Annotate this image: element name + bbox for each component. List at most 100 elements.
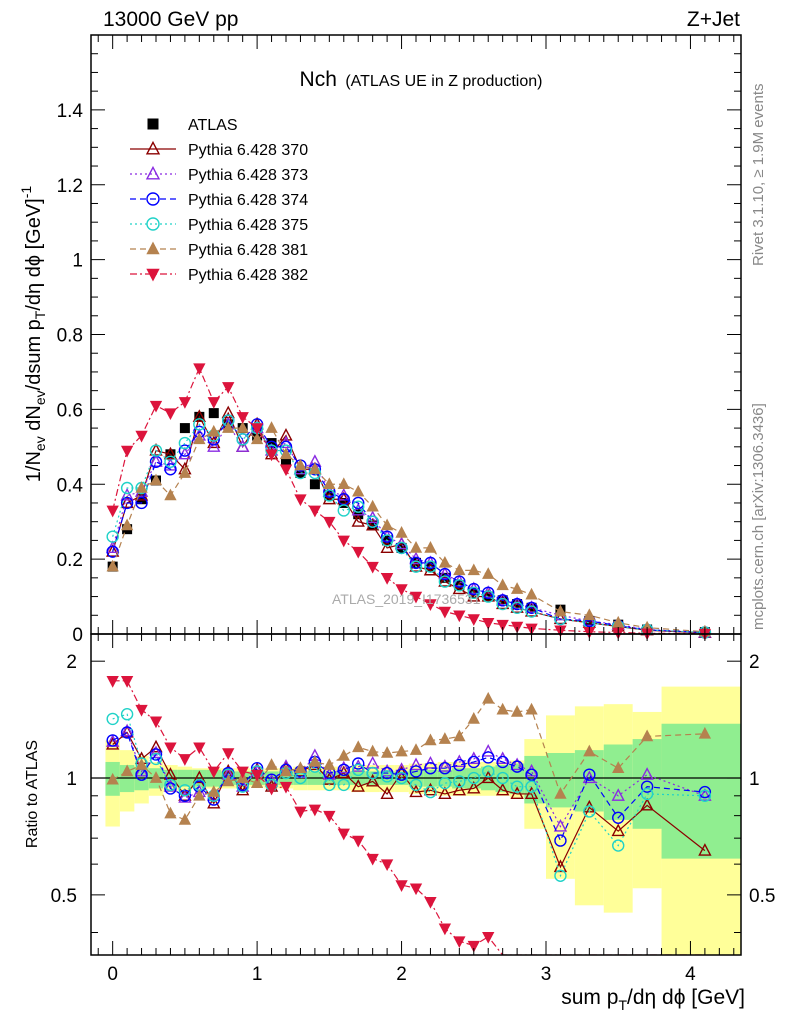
ratio-point xyxy=(698,726,712,739)
y-tick-label: 2 xyxy=(66,652,77,673)
main-point xyxy=(178,466,192,478)
ratio-point xyxy=(149,771,163,783)
ratio-point xyxy=(366,744,379,757)
main-point xyxy=(496,594,509,607)
ratio-point xyxy=(366,766,379,780)
main-point xyxy=(380,534,394,547)
ratio-series-line xyxy=(112,680,705,955)
main-point xyxy=(438,566,452,580)
main-point xyxy=(380,540,394,553)
ratio-point xyxy=(554,834,567,847)
ratio-point xyxy=(149,752,163,766)
ratio-point xyxy=(135,758,148,770)
legend-label: Pythia 6.428 374 xyxy=(188,192,308,209)
main-point xyxy=(424,599,437,611)
main-y-axis-label: 1/Nev dNev/dsum pT/dη dϕ [GeV]-1 xyxy=(18,186,48,483)
main-point xyxy=(120,481,134,495)
main-point xyxy=(366,561,379,574)
ratio-point xyxy=(120,708,134,721)
ratio-point xyxy=(366,853,379,866)
main-point xyxy=(554,604,567,617)
ratio-point xyxy=(554,869,567,882)
main-point xyxy=(222,382,235,394)
ratio-series-5 xyxy=(106,676,705,955)
main-point xyxy=(351,514,365,527)
main-point xyxy=(453,579,466,592)
ratio-point xyxy=(395,880,408,892)
x-tick-label: 1 xyxy=(252,964,263,985)
ratio-point xyxy=(510,760,524,773)
main-point xyxy=(438,555,452,568)
ratio-point xyxy=(164,742,177,755)
main-point xyxy=(452,581,466,595)
ratio-point xyxy=(409,784,423,798)
ratio-point xyxy=(106,772,119,785)
ratio-point xyxy=(380,859,394,872)
ratio-point xyxy=(265,758,278,770)
main-point xyxy=(265,449,278,462)
main-point xyxy=(409,591,423,604)
main-panel: 0 0.2 0.4 0.6 0.8 1 1.2 1.4 Nch (ATLAS UE in Z … xyxy=(18,34,742,646)
main-point xyxy=(294,494,307,507)
ratio-point xyxy=(640,729,654,742)
y-tick-label: 0.4 xyxy=(57,475,84,496)
main-point xyxy=(496,619,509,632)
ratio-point xyxy=(467,751,481,765)
ratio-point xyxy=(222,748,235,760)
main-point xyxy=(120,495,134,509)
main-point xyxy=(236,433,249,446)
y-tick-label: 1.2 xyxy=(57,176,83,197)
main-point xyxy=(525,587,538,600)
main-point xyxy=(453,563,466,576)
main-point xyxy=(323,477,336,490)
main-point xyxy=(482,590,495,603)
ratio-point xyxy=(394,762,409,775)
ratio-point xyxy=(525,768,538,781)
main-point xyxy=(395,584,408,596)
main-point xyxy=(178,397,192,409)
main-point xyxy=(149,444,163,457)
y-tick-label: 1 xyxy=(72,251,83,272)
main-point xyxy=(482,567,495,579)
ratio-point xyxy=(409,757,423,771)
ratio-point xyxy=(207,766,220,779)
uncertainty-bands xyxy=(105,686,741,955)
legend: ATLAS Pythia 6.428 370 Pythia 6.428 373 Pyt… xyxy=(130,117,308,284)
main-series-line xyxy=(112,419,705,634)
ratio-point xyxy=(135,704,148,717)
ratio-point xyxy=(510,757,524,771)
main-point xyxy=(308,505,322,518)
ratio-point xyxy=(524,786,539,800)
ratio-point xyxy=(452,782,466,796)
ratio-axis-ticks: 0 1 2 3 4 0.5 0.5 1 1 2 2 xyxy=(51,634,775,985)
main-point xyxy=(423,562,438,576)
main-point xyxy=(409,540,423,553)
ratio-point xyxy=(496,782,510,796)
ratio-point xyxy=(395,768,408,781)
main-point xyxy=(193,432,206,445)
ratio-point xyxy=(409,778,423,792)
ratio-point xyxy=(424,785,437,799)
ratio-point xyxy=(178,790,192,803)
main-point xyxy=(279,447,293,460)
main-point xyxy=(193,418,206,431)
ratio-point xyxy=(453,729,466,742)
ratio-point xyxy=(337,778,350,792)
ratio-series-4 xyxy=(106,691,712,825)
ratio-point xyxy=(279,781,293,794)
legend-label: Pythia 6.428 382 xyxy=(188,267,308,284)
y-tick-label: 0 xyxy=(72,625,83,646)
ratio-point xyxy=(337,828,350,841)
ratio-point xyxy=(207,795,221,809)
ratio-point xyxy=(352,740,365,753)
side-text-rivet: Rivet 3.1.10, ≥ 1.9M events xyxy=(750,84,767,267)
ratio-point xyxy=(467,755,480,769)
main-point xyxy=(149,454,163,467)
x-tick-label: 0 xyxy=(107,964,118,985)
main-point xyxy=(149,473,163,486)
ratio-point xyxy=(164,778,177,792)
legend-marker xyxy=(146,192,160,206)
main-point xyxy=(424,540,437,553)
main-point xyxy=(438,574,452,587)
main-point xyxy=(496,578,509,591)
